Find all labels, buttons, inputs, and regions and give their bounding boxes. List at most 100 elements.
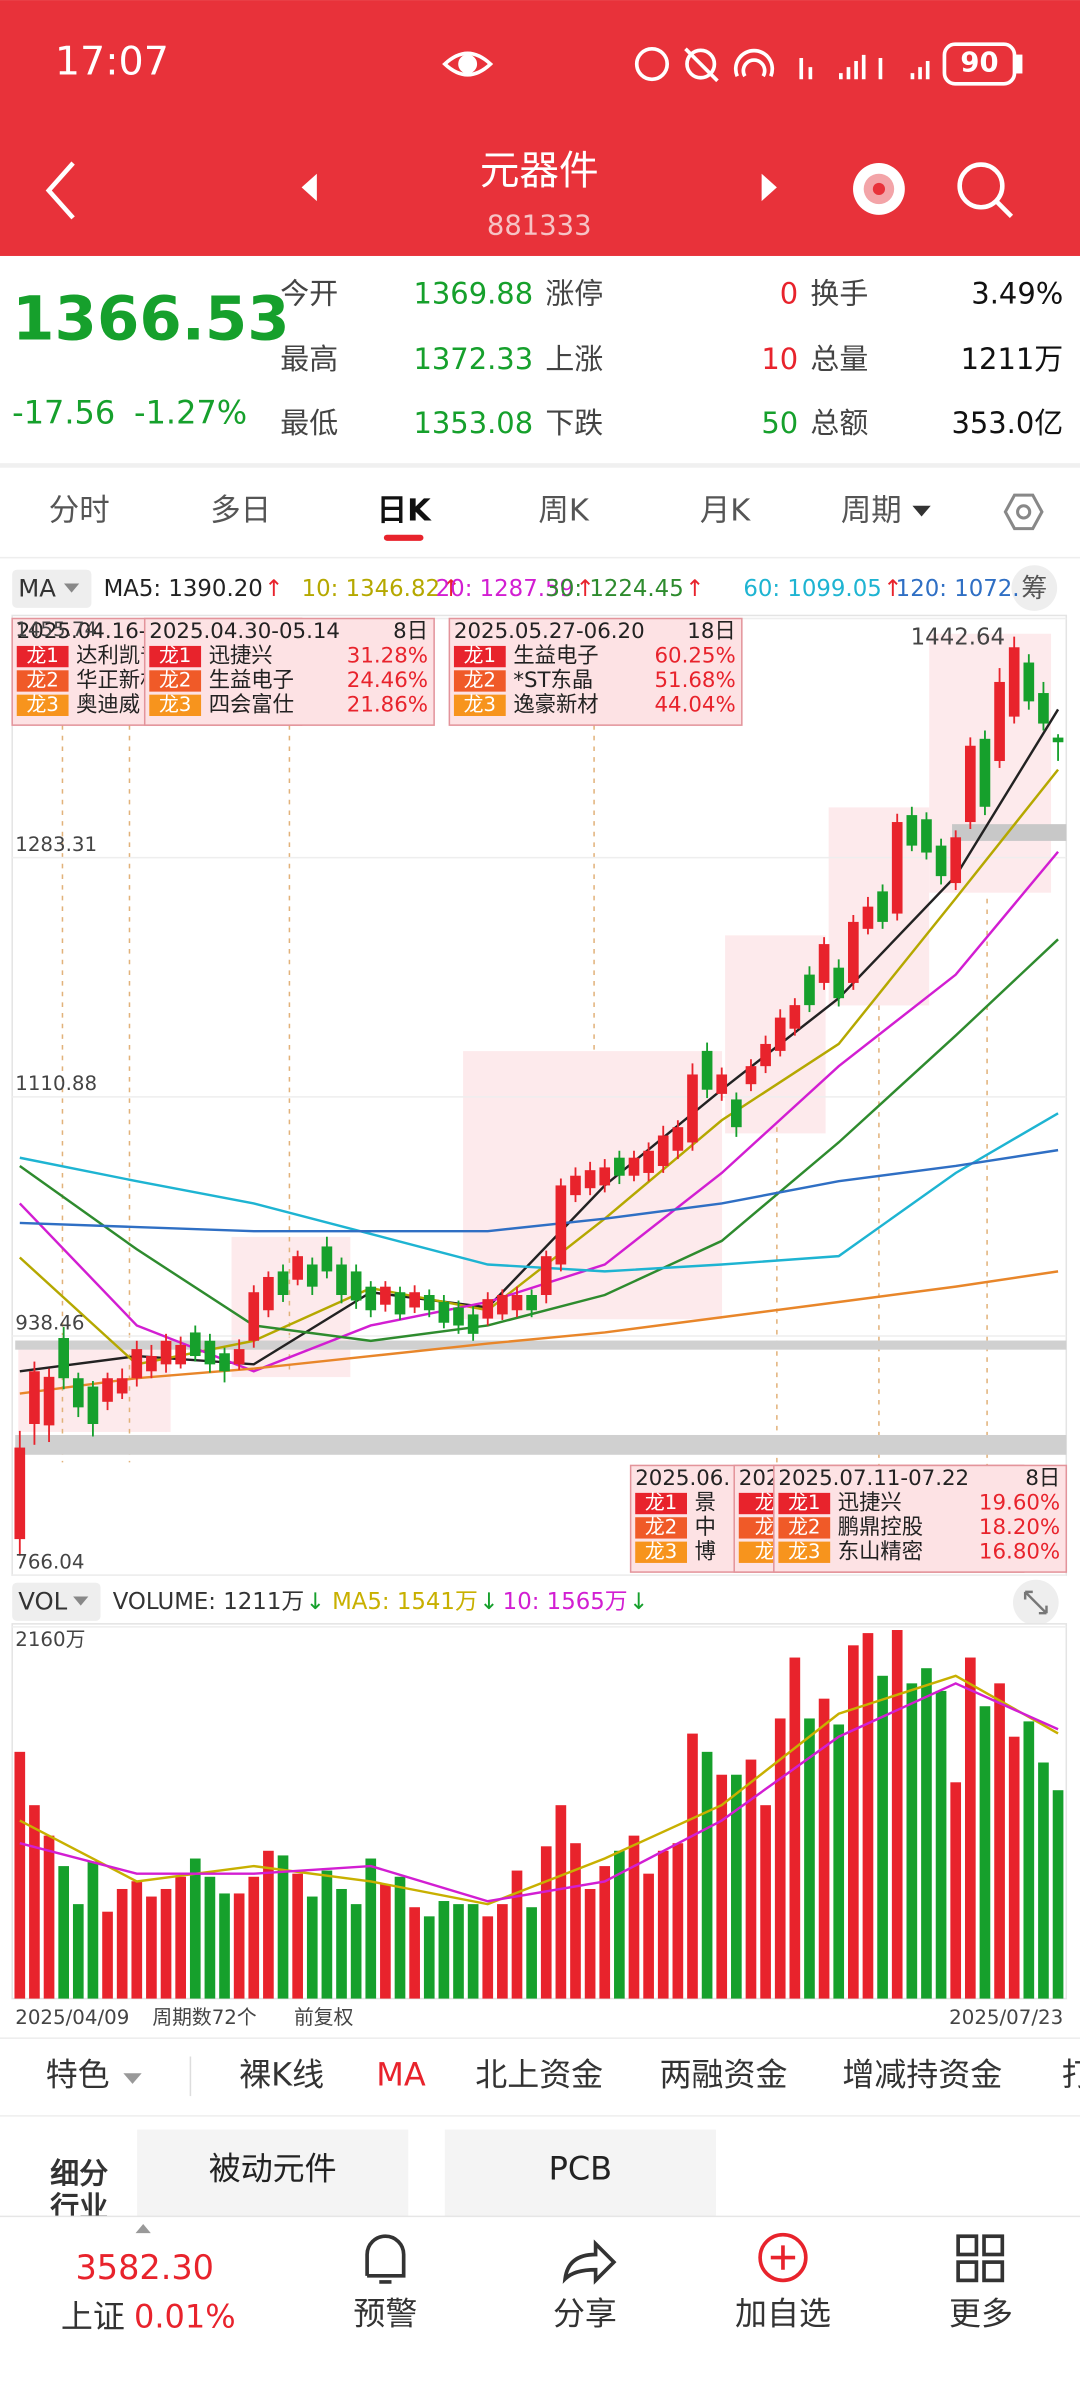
- leader-tag: 龙3: [464, 693, 496, 716]
- leader-tag-bg: [635, 1541, 687, 1563]
- volume-bar: [848, 1645, 859, 1999]
- ma-line: [19, 1270, 1059, 1395]
- leader-days: 8日: [1025, 1466, 1060, 1491]
- expand-button[interactable]: [1012, 1579, 1059, 1626]
- candle-body: [43, 1376, 55, 1426]
- leader-tag: 龙3: [645, 1540, 677, 1563]
- prev-button[interactable]: [301, 173, 317, 202]
- candle-body: [263, 1276, 274, 1311]
- feature-tab[interactable]: MA: [376, 2055, 426, 2093]
- footer-action[interactable]: 分享: [553, 2294, 617, 2332]
- y-tick-label: 1283.31: [15, 833, 97, 856]
- indicator-select[interactable]: [12, 569, 92, 608]
- ma-line: [19, 1148, 1059, 1233]
- candle-body: [657, 1135, 669, 1167]
- volume-bar: [219, 1893, 230, 1999]
- legend-arrow: ↓: [479, 1589, 498, 1615]
- candle-body: [394, 1292, 406, 1315]
- mascot-button[interactable]: [853, 163, 905, 215]
- candle-body: [643, 1150, 654, 1173]
- volume-bar: [906, 1683, 918, 1999]
- footer-action[interactable]: 加自选: [735, 2294, 831, 2332]
- volume-bar: [497, 1904, 508, 1999]
- leader-tag-bg: [453, 670, 506, 692]
- max-label: 1442.64: [911, 625, 1005, 651]
- feature-tab[interactable]: 裸K线: [239, 2055, 324, 2093]
- status-icons: [442, 42, 1023, 86]
- candle-body: [204, 1340, 216, 1365]
- footer-action[interactable]: 更多: [949, 2294, 1013, 2332]
- volume-bar: [555, 1805, 567, 1999]
- chip-button[interactable]: [1011, 565, 1058, 611]
- period-tab[interactable]: 多日: [210, 493, 271, 528]
- leader-tag: 龙: [755, 1540, 775, 1563]
- volume-bar: [72, 1904, 84, 1999]
- legend-entry: 60: 1099.05: [743, 576, 881, 602]
- volume-bar: [438, 1901, 450, 1999]
- volume-bar: [511, 1870, 523, 1999]
- candle-body: [189, 1332, 201, 1357]
- candle-body: [102, 1378, 113, 1402]
- candle-body: [964, 745, 976, 823]
- period-tab[interactable]: 月K: [700, 493, 751, 528]
- volume-bar: [409, 1907, 420, 1999]
- volume-bar: [745, 1759, 757, 1999]
- candle-body: [774, 1017, 786, 1051]
- leader-name: 生益电子: [513, 644, 598, 669]
- volume-bar: [979, 1706, 991, 1999]
- stat-label: 涨停: [545, 277, 603, 311]
- index-value[interactable]: 3582.30: [75, 2248, 214, 2287]
- period-tab[interactable]: 日K: [377, 493, 432, 528]
- industry-card-name: 被动元件: [209, 2150, 337, 2188]
- legend-entry: MA5: 1541万: [332, 1589, 478, 1615]
- settings-button[interactable]: [1003, 493, 1044, 531]
- expand-arrow: [135, 2224, 151, 2234]
- leader-tag: 龙2: [159, 668, 191, 691]
- dropdown-arrow: [912, 505, 931, 517]
- leader-name: 迅捷兴: [838, 1491, 902, 1516]
- chip-button-label: 筹: [1021, 574, 1047, 604]
- volume-bar: [964, 1657, 976, 1999]
- candle-body: [58, 1338, 70, 1379]
- footer-action[interactable]: 预警: [353, 2294, 417, 2332]
- legend-arrow: ↑: [883, 576, 902, 602]
- leader-tag: 龙1: [26, 644, 58, 667]
- leader-pct: 24.46%: [347, 668, 428, 693]
- candle-body: [935, 845, 947, 877]
- candle-body: [921, 819, 932, 853]
- candle-body: [160, 1340, 172, 1365]
- indicator-select[interactable]: [12, 1582, 101, 1621]
- volume-bar: [292, 1873, 303, 1999]
- leader-name: *ST东晶: [513, 668, 593, 693]
- feature-tab[interactable]: 两融资金: [660, 2055, 788, 2093]
- candle-body: [540, 1256, 552, 1296]
- volume-bar: [380, 1884, 391, 1999]
- leader-name: 四会富仕: [209, 692, 294, 717]
- volume-ma-line: [19, 1682, 1059, 1903]
- next-button[interactable]: [761, 173, 777, 202]
- leader-tag-bg: [149, 645, 202, 668]
- volume-bar: [1008, 1736, 1020, 1999]
- feature-tab[interactable]: 增减持资金: [842, 2055, 1002, 2093]
- candle-body: [1038, 693, 1049, 724]
- y-tick-label: 938.46: [15, 1311, 84, 1334]
- candle-body: [789, 1005, 801, 1029]
- candle-body: [306, 1264, 318, 1287]
- feature-tab[interactable]: 打: [1062, 2055, 1080, 2093]
- marker-lines: [61, 725, 988, 1466]
- feature-tab[interactable]: 北上资金: [475, 2055, 603, 2093]
- y-tick-label: 1110.88: [15, 1072, 97, 1095]
- feature-tab[interactable]: 特色: [46, 2055, 110, 2093]
- back-button[interactable]: [45, 161, 75, 220]
- candle-body: [14, 1447, 26, 1540]
- price-change-pct: -1.27%: [134, 393, 247, 431]
- search-button[interactable]: [957, 162, 1014, 218]
- period-tab[interactable]: 分时: [49, 493, 110, 528]
- period-tab[interactable]: 周期: [841, 493, 902, 528]
- volume-bar: [467, 1904, 479, 1999]
- leader-tag-bg: [635, 1492, 687, 1515]
- period-tab[interactable]: 周K: [538, 493, 589, 528]
- candle-body: [701, 1050, 713, 1090]
- candle-body: [175, 1344, 186, 1365]
- dropdown-arrow: [73, 1596, 89, 1606]
